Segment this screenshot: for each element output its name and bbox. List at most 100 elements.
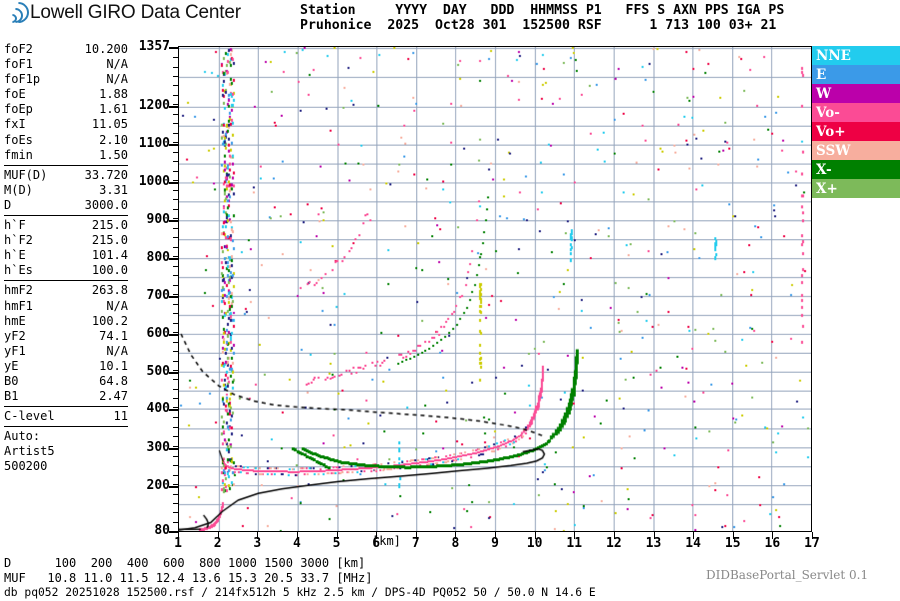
y-axis-major-tick — [169, 258, 178, 260]
footer-distance-row: D 100 200 400 600 800 1000 1500 3000 [km… — [4, 556, 365, 570]
y-axis-minor-tick — [173, 104, 178, 105]
legend-item-vo[interactable]: Vo- — [812, 103, 900, 122]
parameter-row-fof1p: foF1p N/A — [4, 72, 128, 87]
y-axis-minor-tick — [173, 275, 178, 276]
footer-info: D 100 200 400 600 800 1000 1500 3000 [km… — [4, 556, 596, 601]
parameter-value: 3000.0 — [85, 198, 128, 213]
y-axis-minor-tick — [173, 85, 178, 86]
x-axis-unit-label: [km] — [372, 534, 401, 548]
y-axis-tick-label: 1100 — [110, 136, 170, 151]
y-axis-minor-tick — [173, 285, 178, 286]
parameter-key: h`F2 — [4, 233, 33, 248]
y-axis-minor-tick — [173, 228, 178, 229]
y-axis-minor-tick — [173, 494, 178, 495]
y-axis-minor-tick — [173, 142, 178, 143]
y-axis-minor-tick — [173, 361, 178, 362]
parameter-value: N/A — [106, 57, 128, 72]
parameter-row-fof1: foF1 N/A — [4, 57, 128, 72]
legend-item-ssw[interactable]: SSW — [812, 141, 900, 160]
parameter-key: B0 — [4, 374, 18, 389]
legend-item-x[interactable]: X+ — [812, 179, 900, 198]
parameter-key: hmE — [4, 314, 26, 329]
y-axis-minor-tick — [173, 57, 178, 58]
legend-item-label: NNE — [816, 48, 851, 64]
parameter-row-yf1: yF1 N/A — [4, 344, 128, 359]
y-axis-tick-label: 800 — [110, 250, 170, 265]
parameter-group-virtual-heights: h`F 215.0 h`F2 215.0 h`E 101.4 h`Es 100.0 — [4, 218, 128, 278]
parameter-key: foE — [4, 87, 26, 102]
x-axis-major-tick — [535, 532, 536, 539]
parameter-key: h`F — [4, 218, 26, 233]
y-axis-minor-tick — [173, 48, 178, 49]
brand-header: Lowell GIRO Data Center — [6, 2, 241, 24]
y-axis-minor-tick — [173, 351, 178, 352]
parameter-key: yF2 — [4, 329, 26, 344]
parameter-key: yE — [4, 359, 18, 374]
divider — [4, 165, 128, 166]
station-header-line1: Station YYYY DAY DDD HHMMSS P1 FFS S AXN… — [300, 3, 784, 18]
y-axis-major-tick — [169, 144, 178, 146]
y-axis-minor-tick — [173, 446, 178, 447]
parameter-key: fmin — [4, 148, 33, 163]
parameter-key: M(D) — [4, 183, 33, 198]
legend-item-label: E — [816, 67, 826, 83]
y-axis-minor-tick — [173, 332, 178, 333]
x-axis-major-tick — [416, 532, 417, 539]
legend-item-label: X+ — [816, 181, 838, 197]
x-axis-major-tick — [257, 532, 258, 539]
legend-item-label: W — [816, 86, 831, 102]
parameter-key: D — [4, 198, 11, 213]
x-axis-major-tick — [733, 532, 734, 539]
x-axis-major-tick — [297, 532, 298, 539]
x-axis-major-tick — [772, 532, 773, 539]
parameter-key: MUF(D) — [4, 168, 47, 183]
parameter-row-fxi: fxI 11.05 — [4, 117, 128, 132]
parameter-key: foEs — [4, 133, 33, 148]
y-axis-major-tick — [169, 372, 178, 374]
y-axis-minor-tick — [173, 417, 178, 418]
y-axis-minor-tick — [173, 436, 178, 437]
legend-item-label: Vo+ — [816, 124, 846, 140]
parameter-key: foF1 — [4, 57, 33, 72]
legend-item-nne[interactable]: NNE — [812, 46, 900, 65]
y-axis-major-tick — [169, 106, 178, 108]
y-axis-minor-tick — [173, 247, 178, 248]
parameter-key: C-level — [4, 409, 55, 424]
parameter-row-d: D 3000.0 — [4, 198, 128, 213]
y-axis-major-tick — [169, 486, 178, 488]
y-axis-minor-tick — [173, 407, 178, 408]
y-axis-minor-tick — [173, 152, 178, 153]
y-axis-tick-label: 1357 — [110, 39, 170, 54]
y-axis-minor-tick — [173, 294, 178, 295]
legend-item-e[interactable]: E — [812, 65, 900, 84]
parameter-key: B1 — [4, 389, 18, 404]
parameter-key: h`E — [4, 248, 26, 263]
x-axis-major-tick — [812, 532, 813, 539]
legend-item-x[interactable]: X- — [812, 160, 900, 179]
ionogram-canvas[interactable] — [179, 47, 811, 531]
y-axis-tick-label: 80 — [110, 523, 170, 538]
x-axis-major-tick — [614, 532, 615, 539]
station-header: Station YYYY DAY DDD HHMMSS P1 FFS S AXN… — [300, 4, 784, 33]
footer-muf-row: MUF 10.8 11.0 11.5 12.4 13.6 15.3 20.5 3… — [4, 571, 372, 585]
x-axis-major-tick — [574, 532, 575, 539]
parameter-key: foF1p — [4, 72, 40, 87]
y-axis-minor-tick — [173, 313, 178, 314]
y-axis-minor-tick — [173, 475, 178, 476]
y-axis-minor-tick — [173, 190, 178, 191]
y-axis-minor-tick — [173, 503, 178, 504]
parameter-key: h`Es — [4, 263, 33, 278]
ionogram-plot[interactable] — [178, 46, 812, 532]
legend-item-label: Vo- — [816, 105, 840, 121]
y-axis-minor-tick — [173, 512, 178, 513]
legend-item-vo[interactable]: Vo+ — [812, 122, 900, 141]
y-axis-tick-label: 600 — [110, 326, 170, 341]
giro-wave-logo-icon — [6, 3, 28, 23]
parameter-key: hmF1 — [4, 299, 33, 314]
x-axis-major-tick — [178, 532, 179, 539]
y-axis-minor-tick — [173, 342, 178, 343]
legend-item-w[interactable]: W — [812, 84, 900, 103]
legend-item-label: SSW — [816, 143, 850, 159]
y-axis-minor-tick — [173, 465, 178, 466]
y-axis-minor-tick — [173, 256, 178, 257]
